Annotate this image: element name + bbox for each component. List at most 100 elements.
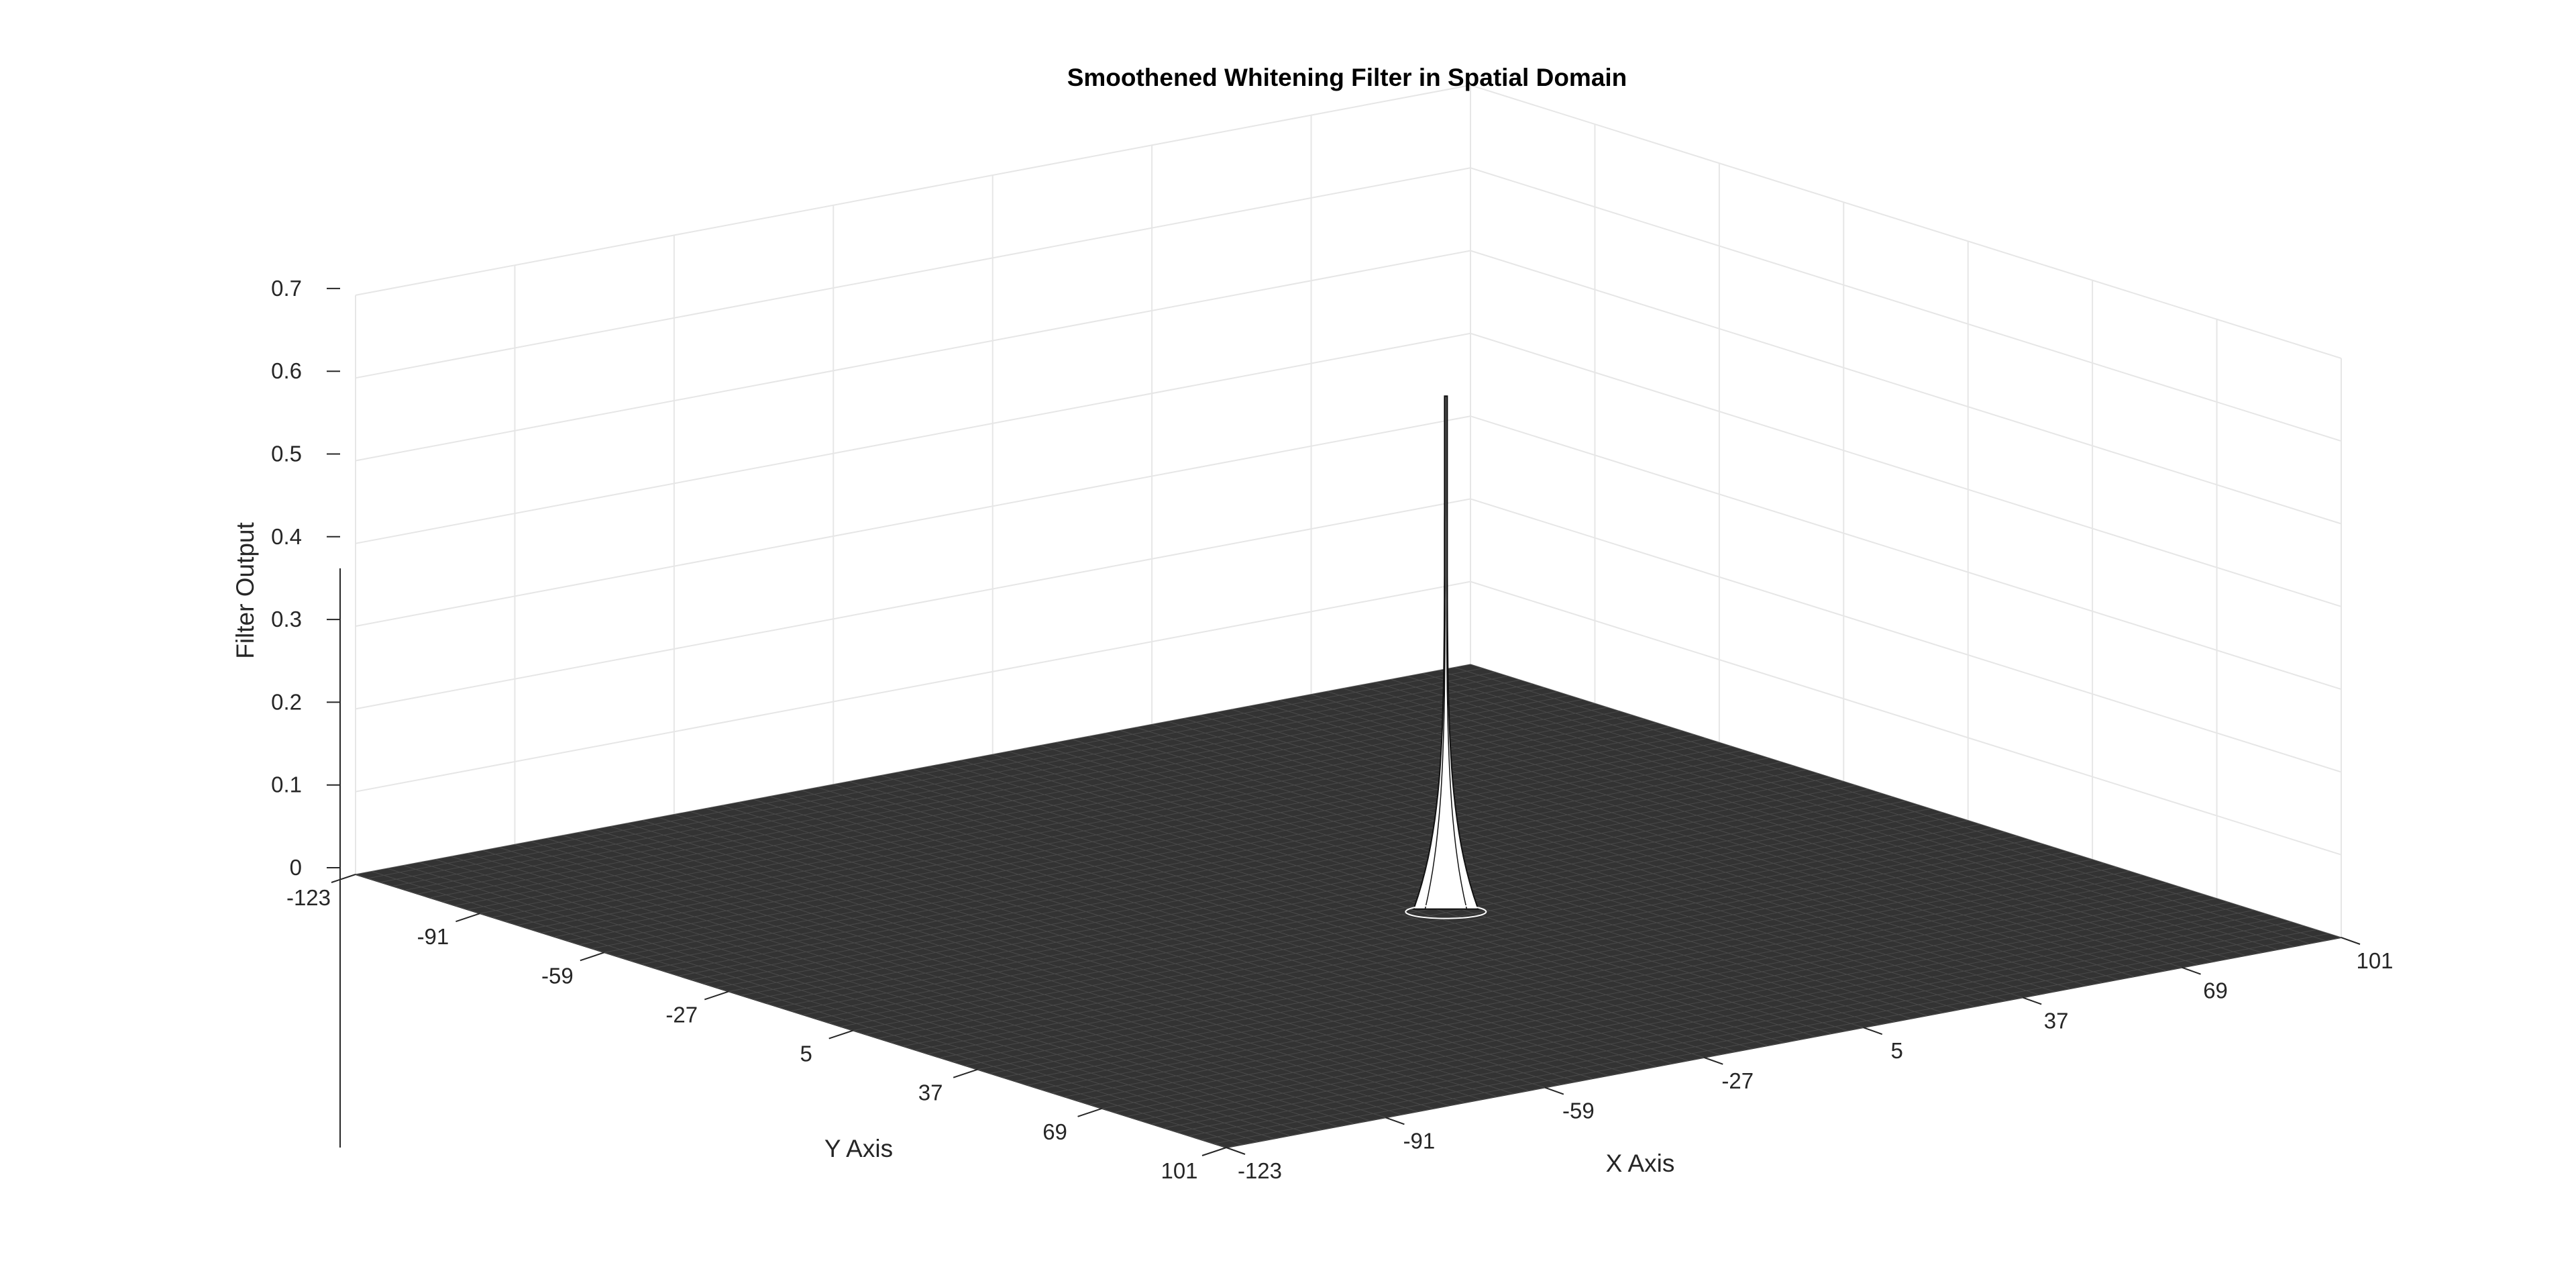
surface-mesh-line [1056,742,1927,1016]
x-tick-mark [1703,1056,1723,1065]
surface-mesh-line [1189,925,2304,1137]
surface-mesh-line [976,757,1848,1031]
x-tick-label: 69 [2203,978,2228,1003]
surface-mesh-line [1002,866,2118,1078]
z-tick-label: 0.2 [271,689,302,714]
z-tick-label: 0.4 [271,524,302,549]
surface-mesh-line [1164,917,2279,1129]
x-tick-mark [1863,1027,1883,1035]
y-tick-label: -59 [541,963,574,988]
surface-mesh-line [945,763,1816,1037]
surface-mesh-line [1136,727,2007,1001]
surface-mesh-line [815,808,1931,1019]
surface-mesh-line [1342,688,2214,962]
surface-mesh-line [828,812,1943,1023]
surface-mesh-line [1014,870,2130,1082]
y-tick-mark [828,1029,854,1040]
y-axis-label: Y Axis [824,1135,893,1162]
x-tick-mark [1226,1147,1246,1155]
surface-mesh-line [1089,894,2205,1105]
surface-mesh-line [841,816,1956,1027]
surface-mesh-line [1199,715,2071,989]
y-tick-mark [953,1068,978,1078]
y-tick-label: -123 [286,885,331,910]
surface-mesh-line [1215,712,2087,986]
surface [355,664,2342,1148]
surface-mesh-line [865,823,1981,1035]
surface-mesh-line [1040,745,1912,1019]
tick-labels: 0 0.1 0.2 0.3 0.4 0.5 0.6 0.7 -123 -91 -59 -27 5 37 69… [271,276,2393,1183]
surface-mesh-line [965,855,2080,1066]
surface-mesh-line [1375,682,2246,956]
surface-mesh-line [1311,694,2182,968]
y-tick-mark [580,952,605,962]
surface-mesh-line [928,766,1800,1040]
z-axis-label: Filter Output [231,521,259,658]
surface-mesh-line [1214,933,2329,1144]
x-tick-label: 37 [2044,1008,2069,1033]
x-tick-label: -27 [1721,1068,1754,1093]
surface-mesh-line [790,801,1907,1011]
surface-mesh-line [1072,739,1943,1013]
surface-mesh-line [877,827,1993,1039]
surface-mesh-line [1295,697,2166,971]
peak-spike-ridge [1446,396,1468,909]
x-tick-mark [1544,1086,1564,1095]
z-tick-label: 0.5 [271,442,302,466]
peak-spike-ridge [1424,396,1446,909]
x-tick-label: 101 [2356,948,2393,973]
z-tick-label: 0 [290,855,302,880]
surface-mesh-line [1064,886,2180,1097]
surface-mesh-line [1454,666,2326,941]
surface-mesh-line [1088,736,1960,1010]
y-tick-mark [1077,1107,1102,1117]
surface-mesh-line [1327,691,2198,965]
surface-mesh-line [1438,670,2310,944]
surface-mesh-line [1470,664,2342,938]
surface-mesh-line [1358,685,2230,959]
y-tick-label: 37 [918,1080,943,1105]
surface-mesh-line [1226,937,2342,1148]
surface-mesh-line [902,835,2018,1047]
y-tick-label: 101 [1161,1158,1197,1183]
surface-mesh-line [915,840,2031,1051]
x-axis-label: X Axis [1606,1150,1675,1177]
surface-mesh-line [1201,929,2317,1140]
surface-mesh-line [1231,709,2103,983]
surface-mesh-line [1391,678,2262,953]
z-tick-label: 0.7 [271,276,302,301]
peak-spike-body [1413,395,1479,910]
chart-title: Smoothened Whitening Filter in Spatial D… [1067,64,1627,91]
x-tick-label: -59 [1562,1099,1595,1123]
surface-mesh-line [1176,921,2292,1133]
surface-mesh-line [977,859,2093,1070]
y-tick-label: 5 [800,1042,812,1066]
surface-mesh-line [1104,733,1976,1007]
surface-mesh-line [1139,909,2255,1121]
surface-mesh-line [989,863,2105,1074]
surface-mesh-line [1114,902,2230,1113]
x-tick-mark [2341,937,2361,945]
surface-mesh-line [1406,676,2278,950]
x-tick-label: -123 [1238,1158,1282,1183]
surface-mesh-line [927,843,2043,1054]
surface-mesh-line [1126,905,2242,1117]
surface-mesh-line [1052,882,2167,1094]
x-tick-mark [2182,966,2201,975]
surface-mesh-line [940,847,2055,1058]
y-tick-mark [704,991,729,1001]
y-tick-mark [455,913,480,923]
x-tick-label: 5 [1891,1038,1903,1063]
surface-mesh-line [1151,913,2267,1125]
y-tick-label: -27 [665,1002,698,1027]
surface-mesh-line [1167,721,2039,995]
y-tick-mark [331,874,356,883]
x-tick-mark [2022,997,2042,1005]
x-tick-label: -91 [1403,1128,1436,1153]
y-tick-mark [1201,1147,1227,1156]
surface-mesh-line [1120,729,1991,1004]
surface-mesh-line [1422,672,2294,947]
surface-mesh-line [1027,874,2143,1086]
y-tick-label: 69 [1042,1119,1067,1144]
